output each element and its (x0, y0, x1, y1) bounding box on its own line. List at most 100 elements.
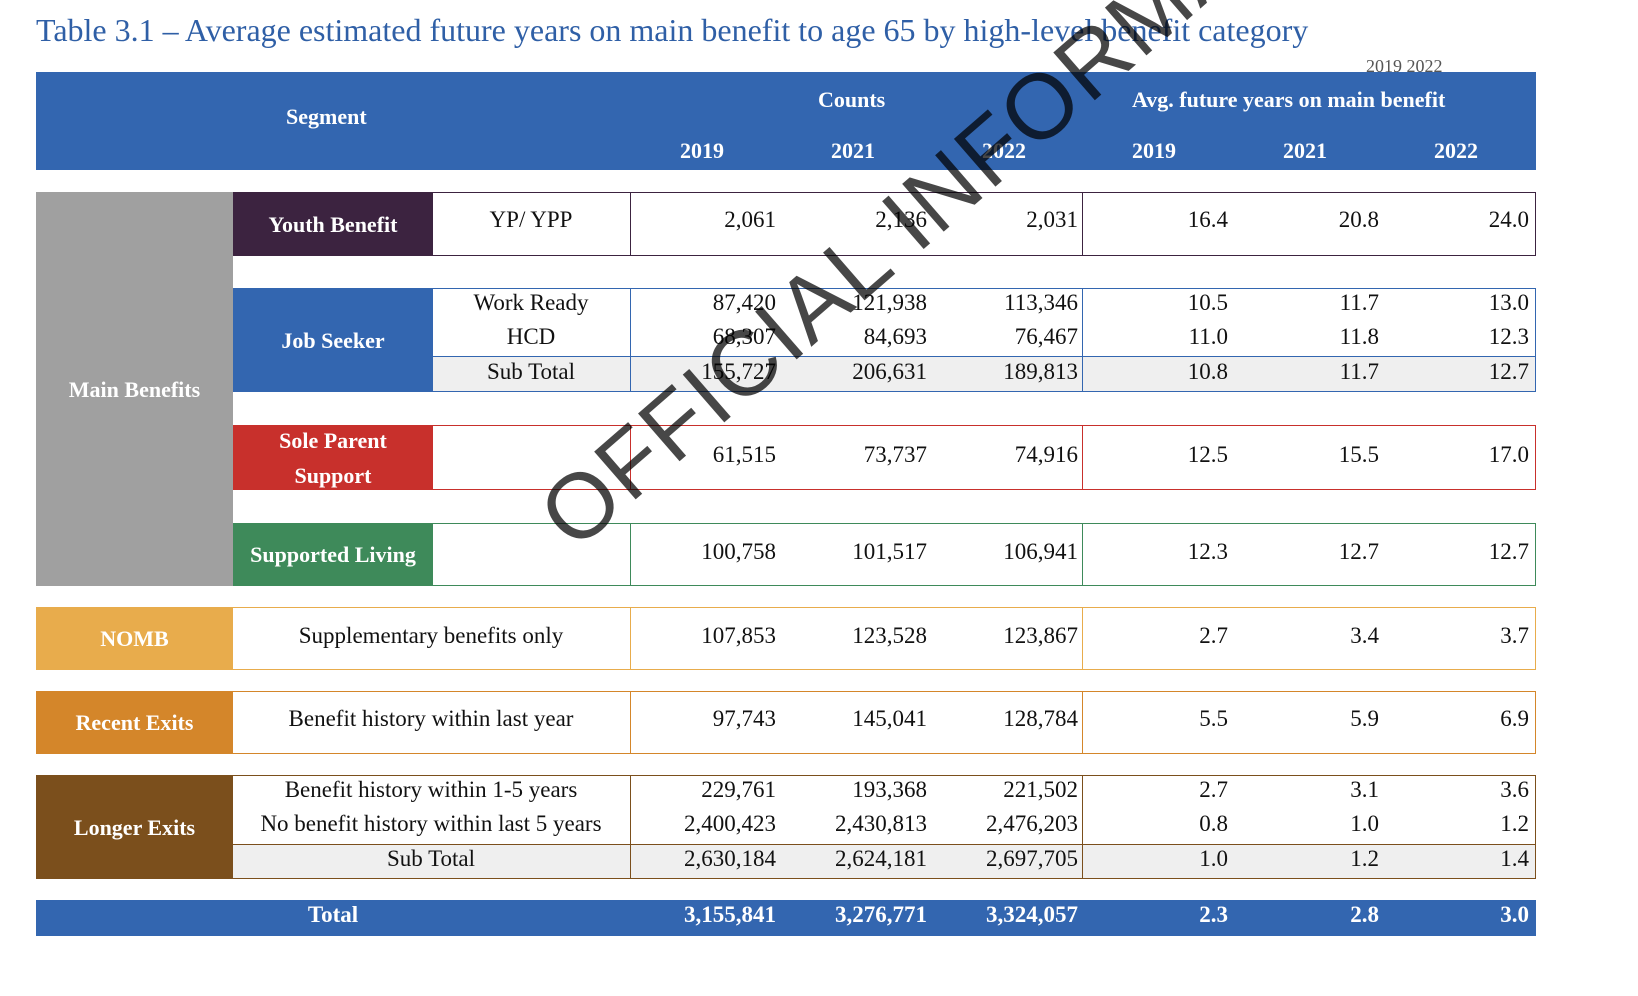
row-total-avg-2021: 2.8 (1350, 902, 1379, 927)
row-le-subtotal-avg-2021: 1.2 (1350, 846, 1379, 871)
row-supported-living-count-2022: 106,941 (1003, 539, 1078, 564)
row-hcd-count-2019: 68,307 (712, 324, 776, 349)
youth-avg-box (1082, 192, 1536, 256)
row-le-1to5-avg-2022: 3.6 (1500, 777, 1529, 802)
sole-parent-label-cell (433, 425, 631, 490)
supported-living-avg-box (1082, 523, 1536, 586)
row-nomb-count-2022: 123,867 (1003, 623, 1078, 648)
row-nomb-avg-2019: 2.7 (1199, 623, 1228, 648)
row-work-ready-avg-2021: 11.7 (1339, 290, 1379, 315)
row-hcd-count-2022: 76,467 (1014, 324, 1078, 349)
row-supported-living-count-2019: 100,758 (701, 539, 776, 564)
row-le-subtotal-avg-2022: 1.4 (1500, 846, 1529, 871)
header-ghost-text: 2019 2022 (1366, 56, 1443, 76)
row-le-1to5-label: Benefit history within 1-5 years (284, 777, 578, 802)
segment-supported-living: Supported Living (233, 523, 433, 586)
recent-avg-box (1082, 691, 1536, 754)
row-le-subtotal-count-2022: 2,697,705 (986, 846, 1078, 871)
row-js-subtotal-count-2021: 206,631 (852, 359, 927, 384)
row-nomb-count-2019: 107,853 (701, 623, 776, 648)
youth-counts-box (630, 192, 1083, 256)
counts-header: Counts (818, 87, 886, 112)
row-yp-count-2022: 2,031 (1026, 207, 1078, 232)
row-le-none5-count-2021: 2,430,813 (835, 811, 927, 836)
segment-sole-parent: Sole Parent Support (233, 425, 433, 490)
row-js-subtotal-count-2019: 155,727 (701, 359, 776, 384)
row-work-ready-count-2021: 121,938 (852, 290, 927, 315)
row-le-none5-avg-2021: 1.0 (1350, 811, 1379, 836)
row-total-count-2019: 3,155,841 (684, 902, 776, 927)
table-title: Table 3.1 – Average estimated future yea… (36, 12, 1309, 48)
row-work-ready-avg-2022: 13.0 (1488, 290, 1529, 315)
row-le-none5-avg-2022: 1.2 (1500, 811, 1529, 836)
row-total-avg-2022: 3.0 (1500, 902, 1529, 927)
row-hcd-label: HCD (506, 324, 556, 349)
group-nomb: NOMB (36, 607, 233, 670)
row-le-subtotal-count-2021: 2,624,181 (835, 846, 927, 871)
total-row (36, 900, 1536, 936)
year-header-avg-2022: 2022 (1434, 138, 1478, 163)
row-nomb-avg-2022: 3.7 (1500, 623, 1529, 648)
row-yp-count-2021: 2,136 (875, 207, 927, 232)
supported-living-label-cell (433, 523, 631, 586)
longer-subtotal-shade (233, 845, 1536, 879)
row-hcd-avg-2021: 11.8 (1339, 324, 1379, 349)
row-js-subtotal-count-2022: 189,813 (1003, 359, 1078, 384)
row-nomb-count-2021: 123,528 (852, 623, 927, 648)
row-yp-count-2019: 2,061 (724, 207, 776, 232)
row-le-subtotal-count-2019: 2,630,184 (684, 846, 776, 871)
row-recent-avg-2019: 5.5 (1199, 706, 1228, 731)
row-sole-parent-count-2019: 61,515 (712, 442, 776, 467)
row-js-subtotal-avg-2019: 10.8 (1187, 359, 1228, 384)
jobseeker-subtotal-shade (433, 357, 1536, 392)
row-work-ready-label: Work Ready (473, 290, 589, 315)
segment-job-seeker: Job Seeker (233, 288, 433, 392)
row-sole-parent-avg-2019: 12.5 (1187, 442, 1228, 467)
row-le-none5-label: No benefit history within last 5 years (260, 811, 602, 836)
row-total-avg-2019: 2.3 (1199, 902, 1228, 927)
row-le-subtotal-label: Sub Total (386, 846, 476, 871)
table-header (36, 72, 1536, 170)
row-recent-label: Benefit history within last year (288, 706, 574, 731)
row-js-subtotal-avg-2021: 11.7 (1339, 359, 1379, 384)
row-sole-parent-count-2022: 74,916 (1014, 442, 1078, 467)
row-work-ready-count-2022: 113,346 (1004, 290, 1078, 315)
row-recent-count-2022: 128,784 (1003, 706, 1078, 731)
row-le-1to5-avg-2021: 3.1 (1350, 777, 1379, 802)
year-header-counts-2021: 2021 (831, 138, 875, 163)
row-recent-avg-2022: 6.9 (1500, 706, 1529, 731)
row-yp-avg-2022: 24.0 (1488, 207, 1529, 232)
avg-years-header: Avg. future years on main benefit (1132, 87, 1446, 112)
group-recent-exits: Recent Exits (36, 691, 233, 754)
row-supported-living-avg-2019: 12.3 (1187, 539, 1228, 564)
row-work-ready-avg-2019: 10.5 (1187, 290, 1228, 315)
segment-header: Segment (286, 104, 367, 129)
row-hcd-avg-2022: 12.3 (1488, 324, 1529, 349)
group-longer-exits: Longer Exits (36, 775, 233, 879)
jobseeker-avg-box (1082, 288, 1536, 392)
row-le-none5-avg-2019: 0.8 (1199, 811, 1228, 836)
row-yp-avg-2019: 16.4 (1187, 207, 1228, 232)
row-le-none5-count-2022: 2,476,203 (986, 811, 1078, 836)
longer-subtotal-line (233, 844, 1536, 845)
row-yp-label: YP/ YPP (489, 207, 573, 232)
row-le-1to5-avg-2019: 2.7 (1199, 777, 1228, 802)
row-le-subtotal-avg-2019: 1.0 (1199, 846, 1228, 871)
row-supported-living-count-2021: 101,517 (852, 539, 927, 564)
year-header-counts-2019: 2019 (680, 138, 724, 163)
row-sole-parent-avg-2022: 17.0 (1488, 442, 1529, 467)
row-js-subtotal-avg-2022: 12.7 (1488, 359, 1529, 384)
group-main-benefits: Main Benefits (36, 192, 233, 586)
row-yp-avg-2021: 20.8 (1338, 207, 1379, 232)
row-hcd-count-2021: 84,693 (863, 324, 927, 349)
row-work-ready-count-2019: 87,420 (712, 290, 776, 315)
jobseeker-subtotal-line (433, 356, 1536, 357)
row-le-1to5-count-2019: 229,761 (701, 777, 776, 802)
row-nomb-avg-2021: 3.4 (1350, 623, 1379, 648)
row-total-label: Total (307, 902, 359, 927)
year-header-avg-2019: 2019 (1132, 138, 1176, 163)
row-js-subtotal-label: Sub Total (486, 359, 576, 384)
row-total-count-2022: 3,324,057 (986, 902, 1078, 927)
row-recent-count-2019: 97,743 (712, 706, 776, 731)
row-le-1to5-count-2022: 221,502 (1003, 777, 1078, 802)
